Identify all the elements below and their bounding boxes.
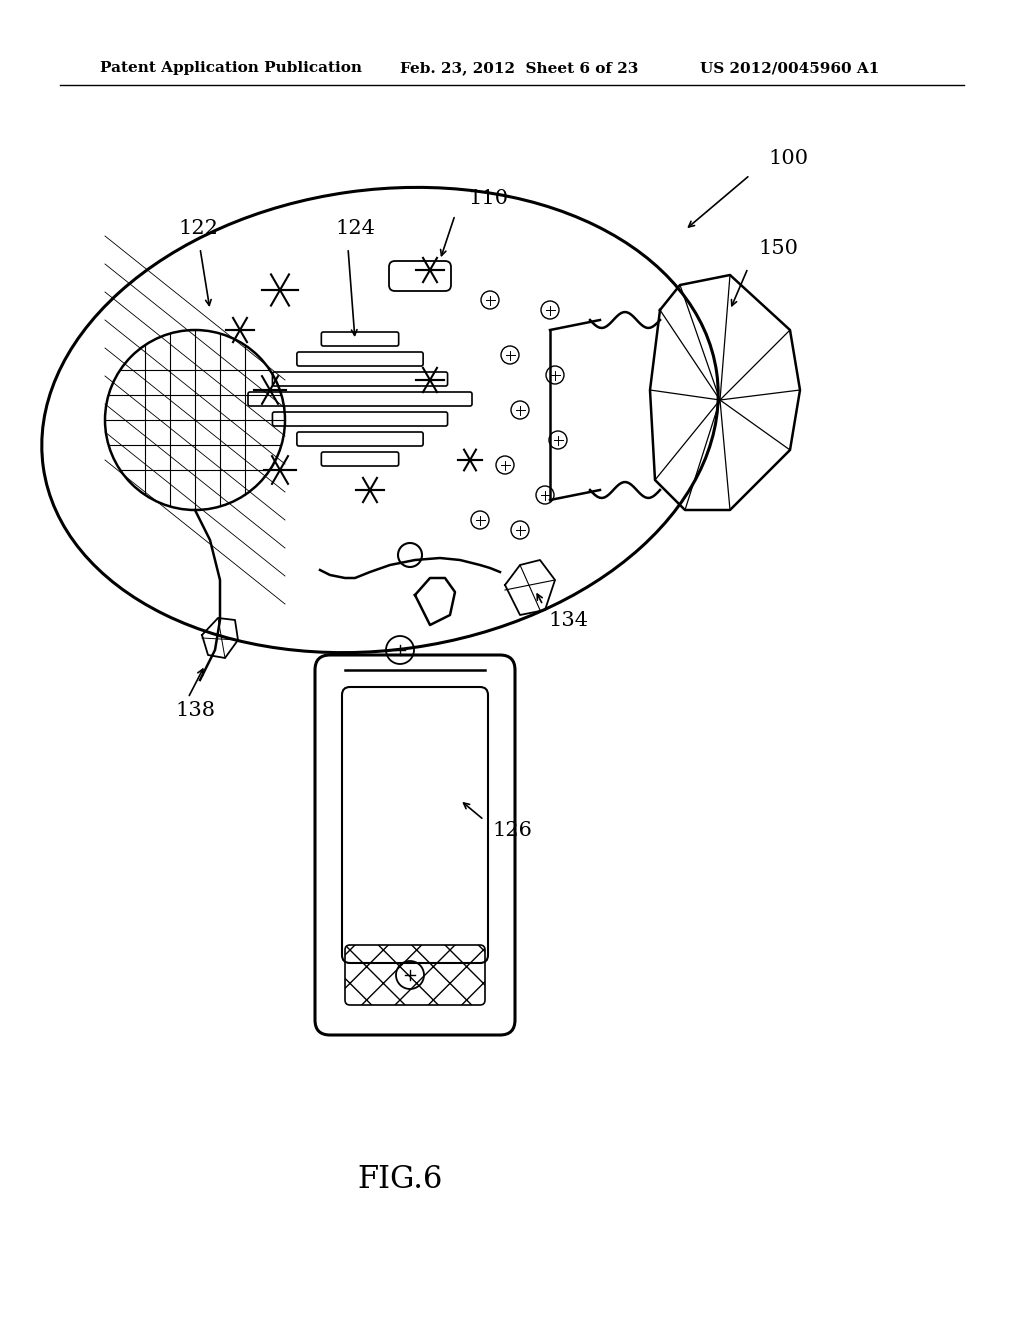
Text: FIG.6: FIG.6: [357, 1164, 442, 1196]
FancyBboxPatch shape: [342, 686, 488, 964]
Text: US 2012/0045960 A1: US 2012/0045960 A1: [700, 61, 880, 75]
Text: 122: 122: [178, 219, 218, 238]
Text: 138: 138: [175, 701, 215, 719]
Text: 100: 100: [768, 149, 808, 168]
Text: Patent Application Publication: Patent Application Publication: [100, 61, 362, 75]
Text: 124: 124: [335, 219, 375, 238]
Text: Feb. 23, 2012  Sheet 6 of 23: Feb. 23, 2012 Sheet 6 of 23: [400, 61, 638, 75]
Text: 110: 110: [468, 189, 508, 207]
Text: 134: 134: [548, 610, 588, 630]
Text: 126: 126: [492, 821, 531, 840]
Text: 150: 150: [758, 239, 798, 257]
